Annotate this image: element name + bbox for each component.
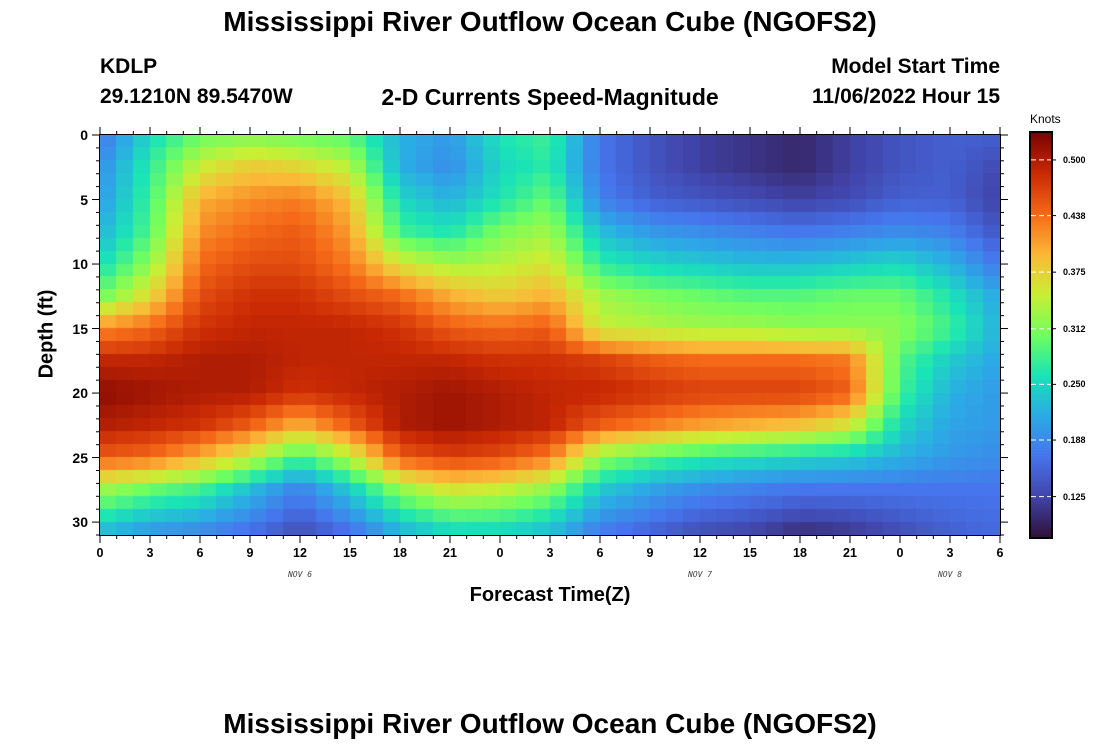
- colorbar-tick-label: 0.500: [1063, 154, 1086, 165]
- date-label: NOV 7: [687, 570, 713, 579]
- x-tick-label: 6: [996, 546, 1004, 560]
- model-start-time: 11/06/2022 Hour 15: [812, 85, 1000, 108]
- x-tick-label: 6: [596, 546, 604, 560]
- x-tick-label: 3: [546, 546, 554, 560]
- colorbar-units: Knots: [1030, 112, 1061, 126]
- x-tick-label: 18: [393, 546, 407, 560]
- x-tick-label: 0: [496, 546, 504, 560]
- x-axis-title: Forecast Time(Z): [469, 584, 631, 606]
- station-id: KDLP: [100, 55, 158, 78]
- y-tick-label: 10: [72, 256, 88, 273]
- station-coordinates: 29.1210N 89.5470W: [100, 85, 293, 108]
- x-tick-label: 15: [743, 546, 757, 560]
- colorbar-tick-label: 0.375: [1063, 267, 1086, 278]
- x-tick-label: 3: [946, 546, 954, 560]
- x-tick-label: 12: [693, 546, 707, 560]
- x-tick-label: 9: [646, 546, 654, 560]
- y-tick-label: 30: [72, 514, 88, 531]
- bottom-title: Mississippi River Outflow Ocean Cube (NG…: [223, 708, 877, 739]
- chart-subtitle: 2-D Currents Speed-Magnitude: [381, 84, 719, 110]
- y-tick-label: 0: [80, 127, 88, 143]
- y-tick-label: 25: [72, 449, 88, 466]
- main-title: Mississippi River Outflow Ocean Cube (NG…: [223, 6, 877, 37]
- date-label: NOV 6: [287, 570, 313, 579]
- x-tick-label: 21: [843, 546, 857, 560]
- x-tick-label: 0: [896, 546, 904, 560]
- model-start-label: Model Start Time: [831, 55, 1000, 78]
- x-tick-label: 6: [196, 546, 204, 560]
- x-tick-label: 15: [343, 546, 357, 560]
- y-tick-label: 15: [72, 320, 88, 337]
- x-tick-label: 9: [246, 546, 254, 560]
- x-tick-label: 12: [293, 546, 307, 560]
- x-tick-label: 3: [146, 546, 154, 560]
- colorbar-tick-label: 0.312: [1063, 323, 1086, 334]
- y-tick-label: 20: [72, 385, 88, 402]
- y-tick-label: 5: [80, 191, 88, 208]
- colorbar-tick-label: 0.438: [1063, 210, 1086, 221]
- colorbar-tick-label: 0.125: [1063, 491, 1086, 502]
- x-tick-label: 18: [793, 546, 807, 560]
- y-axis-title: Depth (ft): [35, 289, 58, 379]
- colorbar-tick-label: 0.188: [1063, 435, 1086, 446]
- colorbar: [1029, 131, 1053, 539]
- x-tick-label: 0: [96, 546, 104, 560]
- date-label: NOV 8: [937, 570, 963, 579]
- colorbar-tick-label: 0.250: [1063, 379, 1086, 390]
- speed-heatmap: [100, 135, 1000, 535]
- x-tick-label: 21: [443, 546, 457, 560]
